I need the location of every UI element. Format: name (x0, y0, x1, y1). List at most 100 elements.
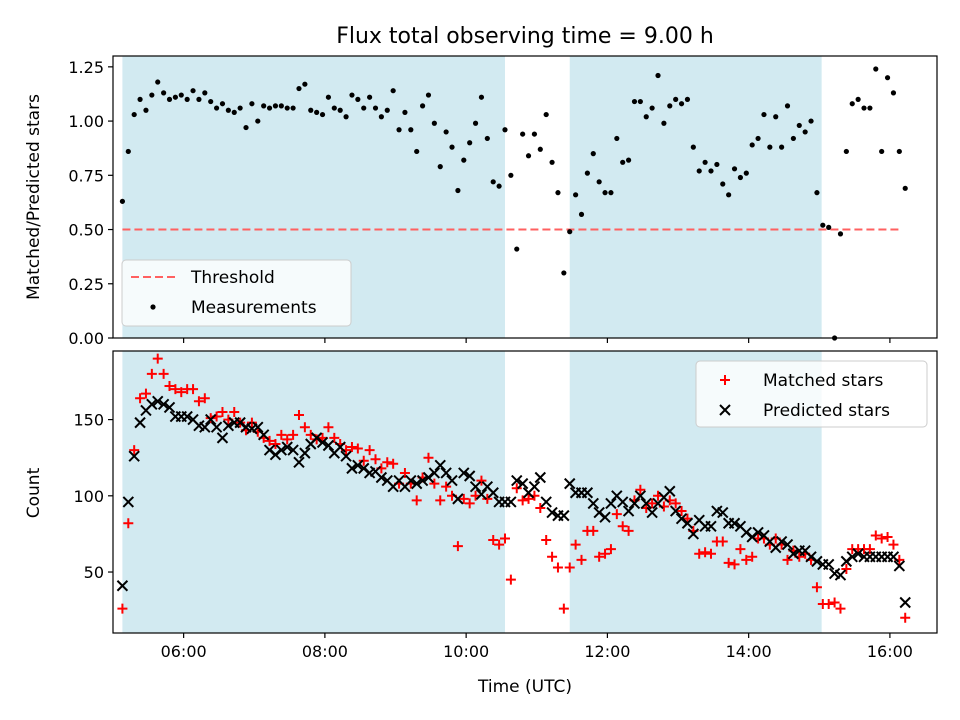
matched-star-point (488, 535, 499, 546)
measurement-point (443, 129, 449, 135)
measurement-point (690, 144, 696, 150)
measurement-point (225, 107, 231, 113)
measurement-point (826, 224, 832, 230)
measurement-point (461, 157, 467, 163)
top-y-axis-label: Matched/Predicted stars (24, 94, 44, 300)
predicted-star-point (781, 538, 794, 551)
measurement-point (161, 90, 167, 96)
matched-star-point (476, 475, 487, 486)
measurement-point (608, 190, 614, 196)
measurement-point (902, 185, 908, 191)
measurement-point (620, 159, 626, 165)
matched-star-point (864, 544, 875, 555)
measurement-point (231, 109, 237, 115)
measurement-point (367, 94, 373, 100)
measurement-point (796, 122, 802, 129)
matched-star-point (229, 406, 240, 417)
measurement-point (873, 66, 879, 72)
top-y-tick-label: 1.00 (68, 112, 104, 131)
predicted-star-point (410, 477, 423, 490)
matched-star-point (346, 442, 357, 453)
predicted-star-point (558, 509, 570, 522)
measurement-point (549, 159, 555, 165)
predicted-star-point (275, 444, 288, 456)
matched-star-point (246, 417, 257, 428)
predicted-star-point (128, 450, 140, 462)
x-axis-label: Time (UTC) (477, 677, 572, 697)
predicted-star-point (599, 511, 611, 523)
measurement-point (714, 161, 720, 168)
measurement-point (749, 142, 755, 148)
measurement-point (614, 135, 620, 142)
matched-star-point (323, 422, 334, 433)
predicted-star-point (116, 580, 129, 592)
matched-star-point (535, 503, 546, 514)
measurement-point (378, 114, 384, 120)
predicted-star-point (834, 569, 847, 581)
measurement-point (449, 144, 455, 150)
measurement-point (508, 172, 514, 178)
bottom-y-tick-label: 100 (73, 487, 104, 506)
matched-star-point (193, 396, 204, 407)
matched-star-point (735, 544, 746, 555)
matched-star-point (676, 506, 687, 517)
matched-star-point (494, 539, 505, 550)
predicted-star-point (811, 555, 823, 568)
measurement-point (319, 111, 326, 118)
predicted-star-point (152, 395, 164, 408)
matched-star-point (505, 574, 516, 585)
matched-star-point (388, 458, 399, 469)
matched-star-point (299, 422, 310, 433)
matched-star-point (811, 582, 822, 593)
measurement-point (219, 101, 226, 107)
predicted-star-point (534, 471, 547, 484)
predicted-star-point (528, 480, 541, 493)
matched-star-point (600, 548, 611, 559)
measurement-point (779, 144, 785, 150)
matched-star-point (558, 603, 569, 614)
measurement-point (720, 181, 726, 187)
predicted-star-point (640, 497, 652, 510)
measurement-point (655, 72, 661, 79)
predicted-star-point (634, 490, 647, 502)
measurement-point (802, 129, 808, 135)
predicted-star-point (199, 421, 211, 433)
matched-star-point (205, 413, 216, 424)
measurement-point (166, 96, 173, 102)
measurement-point (408, 127, 414, 133)
measurement-point (631, 98, 638, 105)
predicted-star-point (352, 459, 364, 472)
matched-star-point (176, 387, 187, 398)
measurement-point (543, 111, 549, 118)
measurement-point (331, 105, 337, 111)
chart-title: Flux total observing time = 9.00 h (336, 24, 714, 49)
legend-measurement-label: Measurements (191, 298, 317, 318)
matched-star-point (576, 554, 587, 565)
measurement-point (673, 96, 679, 102)
matched-star-point (129, 445, 140, 456)
measurement-point (884, 75, 891, 81)
predicted-star-point (646, 506, 658, 519)
predicted-star-point (340, 450, 352, 462)
predicted-star-point (887, 551, 900, 563)
bottom-y-tick-label: 50 (84, 563, 104, 582)
matched-star-point (694, 548, 705, 559)
matched-star-point (623, 525, 634, 536)
matched-star-point (888, 539, 899, 550)
measurement-point (773, 114, 779, 120)
predicted-star-point (664, 485, 676, 497)
matched-star-point (452, 541, 463, 552)
predicted-star-point (540, 496, 552, 508)
matched-star-point (670, 498, 681, 509)
measurement-point (867, 105, 873, 111)
matched-star-point (293, 410, 304, 421)
measurement-point (625, 157, 632, 163)
predicted-star-point (210, 421, 223, 433)
predicted-star-point (334, 441, 346, 453)
predicted-star-point (375, 471, 388, 484)
predicted-star-point (587, 497, 599, 510)
bottom-shaded-interval (122, 351, 505, 633)
legend-threshold-label: Threshold (190, 268, 275, 288)
measurement-point (496, 183, 502, 189)
measurement-point (419, 103, 426, 109)
